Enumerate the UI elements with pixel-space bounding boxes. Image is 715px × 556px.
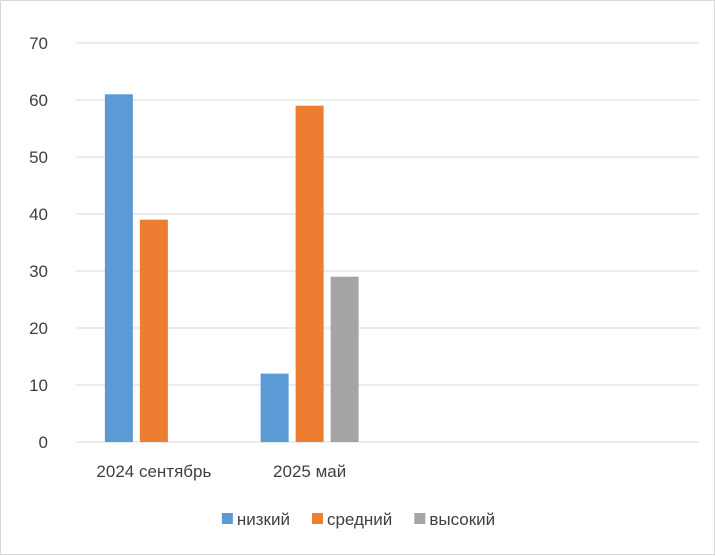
y-tick-label: 20 — [29, 319, 48, 338]
y-tick-label: 30 — [29, 262, 48, 281]
bar-средний-2024 сентябрь — [139, 219, 168, 442]
legend-label: средний — [327, 510, 392, 529]
legend-label: низкий — [237, 510, 290, 529]
bar-средний-2025 май — [295, 105, 324, 442]
y-tick-label: 0 — [39, 433, 48, 452]
legend-swatch-средний — [311, 513, 323, 524]
y-tick-label: 40 — [29, 205, 48, 224]
bar-низкий-2025 май — [260, 373, 289, 442]
legend-swatch-низкий — [221, 513, 233, 524]
x-tick-label: 2024 сентябрь — [96, 462, 211, 481]
x-axis-tick-labels: 2024 сентябрь 2025 май — [96, 462, 346, 481]
y-tick-label: 60 — [29, 91, 48, 110]
y-tick-label: 70 — [29, 34, 48, 53]
y-axis-tick-labels: 0 10 20 30 40 50 60 70 — [29, 34, 48, 452]
legend: низкий средний высокий — [221, 510, 495, 529]
bar-высокий-2025 май — [330, 276, 359, 442]
gridlines — [76, 42, 699, 443]
y-tick-label: 10 — [29, 376, 48, 395]
legend-label: высокий — [429, 510, 495, 529]
y-tick-label: 50 — [29, 148, 48, 167]
legend-swatch-высокий — [414, 513, 426, 524]
bars — [104, 94, 359, 443]
bar-низкий-2024 сентябрь — [104, 94, 133, 443]
x-tick-label: 2025 май — [273, 462, 346, 481]
